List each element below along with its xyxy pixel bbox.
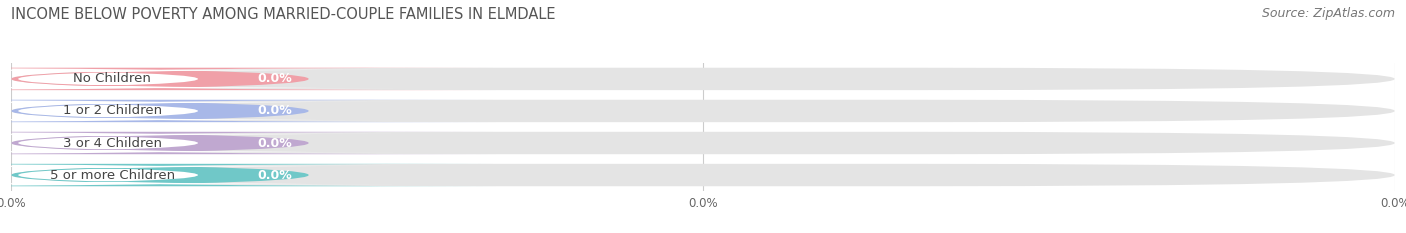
FancyBboxPatch shape — [0, 102, 415, 120]
FancyBboxPatch shape — [0, 134, 415, 152]
FancyBboxPatch shape — [0, 100, 495, 122]
Text: No Children: No Children — [73, 72, 152, 86]
FancyBboxPatch shape — [11, 164, 1395, 186]
FancyBboxPatch shape — [0, 68, 495, 90]
Text: 5 or more Children: 5 or more Children — [49, 168, 174, 182]
FancyBboxPatch shape — [0, 132, 495, 154]
Text: 0.0%: 0.0% — [257, 168, 292, 182]
FancyBboxPatch shape — [0, 164, 495, 186]
Text: Source: ZipAtlas.com: Source: ZipAtlas.com — [1261, 7, 1395, 20]
FancyBboxPatch shape — [11, 68, 1395, 90]
FancyBboxPatch shape — [0, 166, 415, 184]
Text: 0.0%: 0.0% — [257, 104, 292, 117]
Text: 0.0%: 0.0% — [257, 72, 292, 86]
FancyBboxPatch shape — [11, 100, 1395, 122]
FancyBboxPatch shape — [0, 70, 415, 88]
FancyBboxPatch shape — [11, 132, 1395, 154]
Text: 0.0%: 0.0% — [257, 137, 292, 150]
Text: 1 or 2 Children: 1 or 2 Children — [63, 104, 162, 117]
Text: INCOME BELOW POVERTY AMONG MARRIED-COUPLE FAMILIES IN ELMDALE: INCOME BELOW POVERTY AMONG MARRIED-COUPL… — [11, 7, 555, 22]
Text: 3 or 4 Children: 3 or 4 Children — [63, 137, 162, 150]
